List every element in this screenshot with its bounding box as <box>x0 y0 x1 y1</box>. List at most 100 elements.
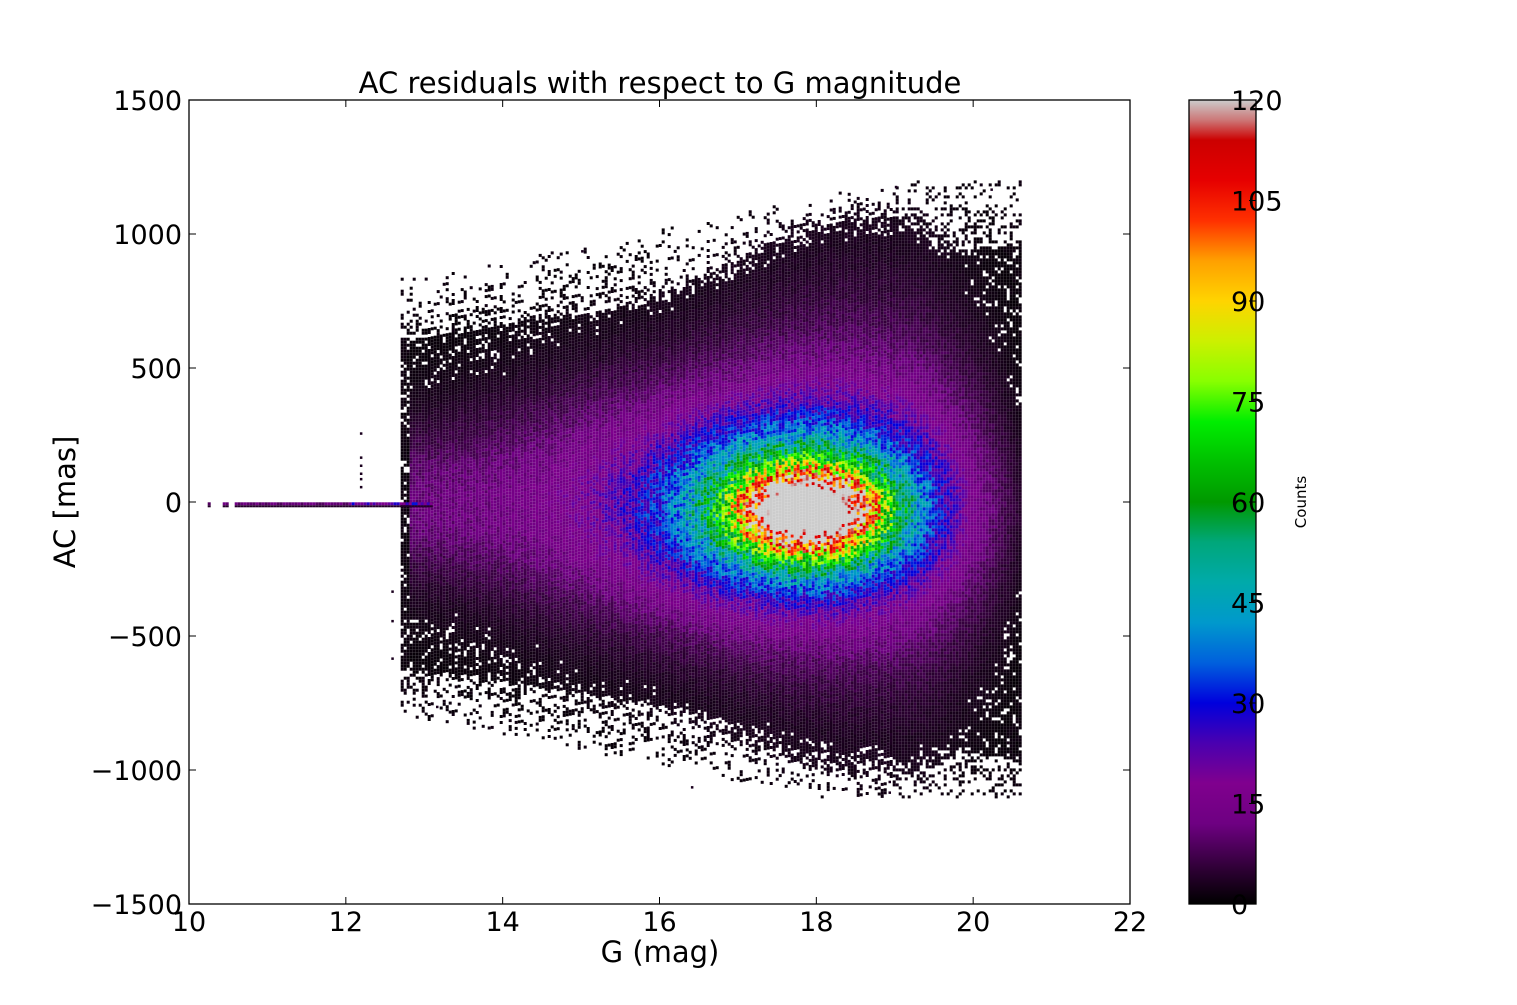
heatmap-cell <box>460 561 464 565</box>
heatmap-cell <box>511 415 515 419</box>
heatmap-cell <box>487 525 491 529</box>
heatmap-cell <box>460 513 464 517</box>
heatmap-cell <box>418 661 422 665</box>
heatmap-cell <box>472 390 476 394</box>
heatmap-cell <box>454 409 458 413</box>
heatmap-cell <box>520 365 524 369</box>
heatmap-cell <box>433 338 437 342</box>
heatmap-cell <box>463 491 467 495</box>
heatmap-cell <box>517 645 521 649</box>
heatmap-cell <box>505 602 509 606</box>
heatmap-cell <box>520 377 524 381</box>
heatmap-cell <box>445 621 449 625</box>
heatmap-cell <box>481 433 485 437</box>
heatmap-cell <box>469 340 473 344</box>
heatmap-cell <box>409 472 413 476</box>
heatmap-cell <box>484 340 488 344</box>
heatmap-cell <box>520 590 524 594</box>
heatmap-cell <box>466 721 470 725</box>
heatmap-cell <box>508 359 512 363</box>
heatmap-cell <box>430 465 434 469</box>
heatmap-cell <box>448 512 452 516</box>
heatmap-cell <box>412 478 416 482</box>
heatmap-cell <box>424 568 428 572</box>
heatmap-cell <box>472 567 476 571</box>
heatmap-cell <box>457 552 461 556</box>
heatmap-cell <box>421 358 425 362</box>
heatmap-cell <box>499 535 503 538</box>
heatmap-cell <box>454 418 458 422</box>
heatmap-cell <box>454 619 458 623</box>
heatmap-cell <box>508 644 512 648</box>
heatmap-cell <box>496 466 500 470</box>
heatmap-cell <box>451 470 455 473</box>
heatmap-cell <box>412 481 416 485</box>
heatmap-cell <box>514 618 518 622</box>
heatmap-cell <box>511 607 515 611</box>
heatmap-cell <box>469 382 473 386</box>
heatmap-cell <box>424 535 428 539</box>
heatmap-cell <box>466 478 470 482</box>
heatmap-cell <box>454 577 458 581</box>
heatmap-cell <box>526 337 530 341</box>
heatmap-cell <box>412 607 416 611</box>
heatmap-cell <box>481 679 485 683</box>
heatmap-cell <box>436 566 440 570</box>
heatmap-cell <box>466 520 470 524</box>
heatmap-cell <box>487 360 491 364</box>
heatmap-cell <box>409 685 413 689</box>
heatmap-cell <box>511 469 515 473</box>
heatmap-cell <box>466 484 470 488</box>
heatmap-cell <box>499 310 503 313</box>
heatmap-cell <box>430 516 434 520</box>
heatmap-cell <box>424 373 428 377</box>
heatmap-cell <box>481 517 485 521</box>
heatmap-cell <box>520 587 524 591</box>
heatmap-cell <box>466 481 470 485</box>
heatmap-cell <box>436 584 440 588</box>
heatmap-cell <box>463 413 467 417</box>
heatmap-cell <box>463 329 467 333</box>
heatmap-cell <box>439 511 443 515</box>
heatmap-cell <box>409 538 413 542</box>
heatmap-cell <box>499 367 503 370</box>
heatmap-cell <box>427 484 431 487</box>
heatmap-cell <box>517 546 521 550</box>
heatmap-cell <box>406 619 410 623</box>
heatmap-cell <box>436 623 440 627</box>
heatmap-cell <box>439 319 443 323</box>
heatmap-cell <box>469 670 473 674</box>
heatmap-cell <box>415 445 419 449</box>
heatmap-cell <box>445 297 449 301</box>
heatmap-cell <box>490 683 494 687</box>
heatmap-cell <box>445 348 449 352</box>
heatmap-cell <box>433 419 437 423</box>
heatmap-cell <box>520 353 524 357</box>
heatmap-cell <box>412 457 416 461</box>
heatmap-cell <box>439 358 443 362</box>
heatmap-cell <box>520 398 524 402</box>
heatmap-cell <box>415 499 419 503</box>
heatmap-cell <box>523 572 527 575</box>
heatmap-cell <box>430 618 434 622</box>
heatmap-cell <box>490 677 494 681</box>
heatmap-cell <box>418 544 422 548</box>
heatmap-cell <box>481 334 485 338</box>
heatmap-cell <box>520 641 524 645</box>
heatmap-cell <box>400 322 404 326</box>
heatmap-cell <box>436 500 440 504</box>
heatmap-cell <box>427 358 431 361</box>
heatmap-cell <box>490 416 494 420</box>
heatmap-cell <box>403 367 407 371</box>
heatmap-cell <box>517 402 521 406</box>
heatmap-cell <box>493 362 497 366</box>
heatmap-cell <box>517 612 521 616</box>
heatmap-cell <box>484 364 488 368</box>
heatmap-cell <box>448 584 452 588</box>
heatmap-cell <box>433 452 437 456</box>
heatmap-cell <box>412 352 416 356</box>
heatmap-cell <box>511 379 515 383</box>
heatmap-cell <box>502 588 506 592</box>
heatmap-cell <box>487 264 491 268</box>
heatmap-cell <box>490 563 494 567</box>
